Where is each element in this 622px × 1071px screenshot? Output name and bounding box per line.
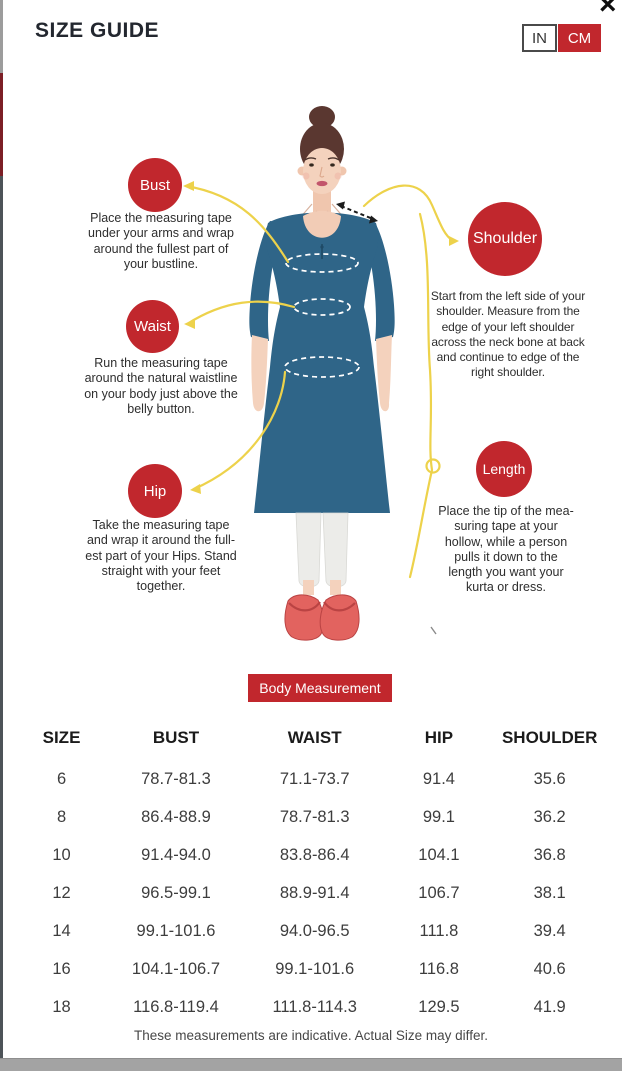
neck	[313, 186, 331, 220]
table-header-row: SIZE BUST WAIST HIP SHOULDER	[8, 716, 614, 760]
body-measurement-button[interactable]: Body Measurement	[248, 674, 392, 702]
left-sleeve	[249, 221, 286, 341]
waist-badge: Waist	[126, 300, 179, 353]
column-header: SHOULDER	[501, 728, 598, 747]
unit-toggle-in[interactable]: IN	[522, 24, 557, 52]
column-header: BUST	[152, 728, 200, 747]
right-legging	[322, 512, 349, 588]
left-edge-scrollbar[interactable]	[0, 176, 3, 1058]
right-shoe	[319, 594, 360, 641]
length-loop	[425, 458, 441, 474]
hip-badge: Hip	[128, 464, 182, 518]
hip-dashed-line	[284, 356, 360, 378]
right-sleeve	[358, 221, 395, 341]
waist-dashed-line	[293, 298, 351, 316]
left-shoe	[284, 594, 325, 641]
left-edge-strip-maroon	[0, 73, 3, 176]
shoulder-description: Start from the left side of your shoulde…	[430, 289, 586, 380]
column-header: WAIST	[287, 728, 342, 747]
waist-description: Run the measuring tape around the natura…	[84, 356, 238, 416]
length-badge: Length	[476, 441, 532, 497]
hair	[300, 123, 344, 175]
table-row: 16 104.1-106.7 99.1-101.6 116.8 40.6	[52, 959, 566, 978]
face	[303, 148, 341, 194]
kurta	[254, 212, 390, 513]
size-table: SIZE BUST WAIST HIP SHOULDER 6 78.7-81.3 71.1-…	[8, 716, 614, 1026]
lips	[316, 180, 328, 187]
neckline	[303, 210, 341, 238]
left-edge-strip	[0, 0, 3, 73]
waist-connector	[185, 300, 296, 326]
disclaimer-note: These measurements are indicative. Actua…	[134, 1028, 488, 1043]
table-row: 8 86.4-88.9 78.7-81.3 99.1 36.2	[56, 807, 566, 826]
close-icon[interactable]: ×	[599, 0, 617, 21]
hip-description: Take the measuring tape and wrap it arou…	[85, 518, 237, 594]
table-row: 10 91.4-94.0 83.8-86.4 104.1 36.8	[52, 845, 566, 864]
left-forearm	[251, 335, 268, 412]
left-legging	[295, 512, 322, 588]
bust-dashed-line	[285, 253, 359, 273]
table-row: 18 116.8-119.4 111.8-114.3 129.5 41.9	[52, 997, 566, 1016]
shoulder-measure-arrow	[340, 205, 374, 220]
page-title: SIZE GUIDE	[35, 19, 160, 42]
table-row: 14 99.1-101.6 94.0-96.5 111.8 39.4	[52, 921, 566, 940]
table-row: 12 96.5-99.1 88.9-91.4 106.7 38.1	[52, 883, 566, 902]
length-description: Place the tip of the mea- suring tape at…	[438, 504, 574, 595]
right-forearm	[376, 335, 392, 412]
bust-badge: Bust	[128, 158, 182, 212]
hair-bun	[309, 106, 335, 128]
shoulder-badge: Shoulder	[468, 202, 542, 276]
column-header: HIP	[424, 728, 454, 747]
shoulder-connector	[362, 184, 454, 242]
column-header: SIZE	[42, 728, 81, 747]
bust-description: Place the measuring tape under your arms…	[88, 211, 234, 271]
unit-toggle-cm[interactable]: CM	[558, 24, 601, 52]
horizontal-scrollbar[interactable]	[0, 1058, 622, 1071]
table-row: 6 78.7-81.3 71.1-73.7 91.4 35.6	[56, 769, 566, 788]
